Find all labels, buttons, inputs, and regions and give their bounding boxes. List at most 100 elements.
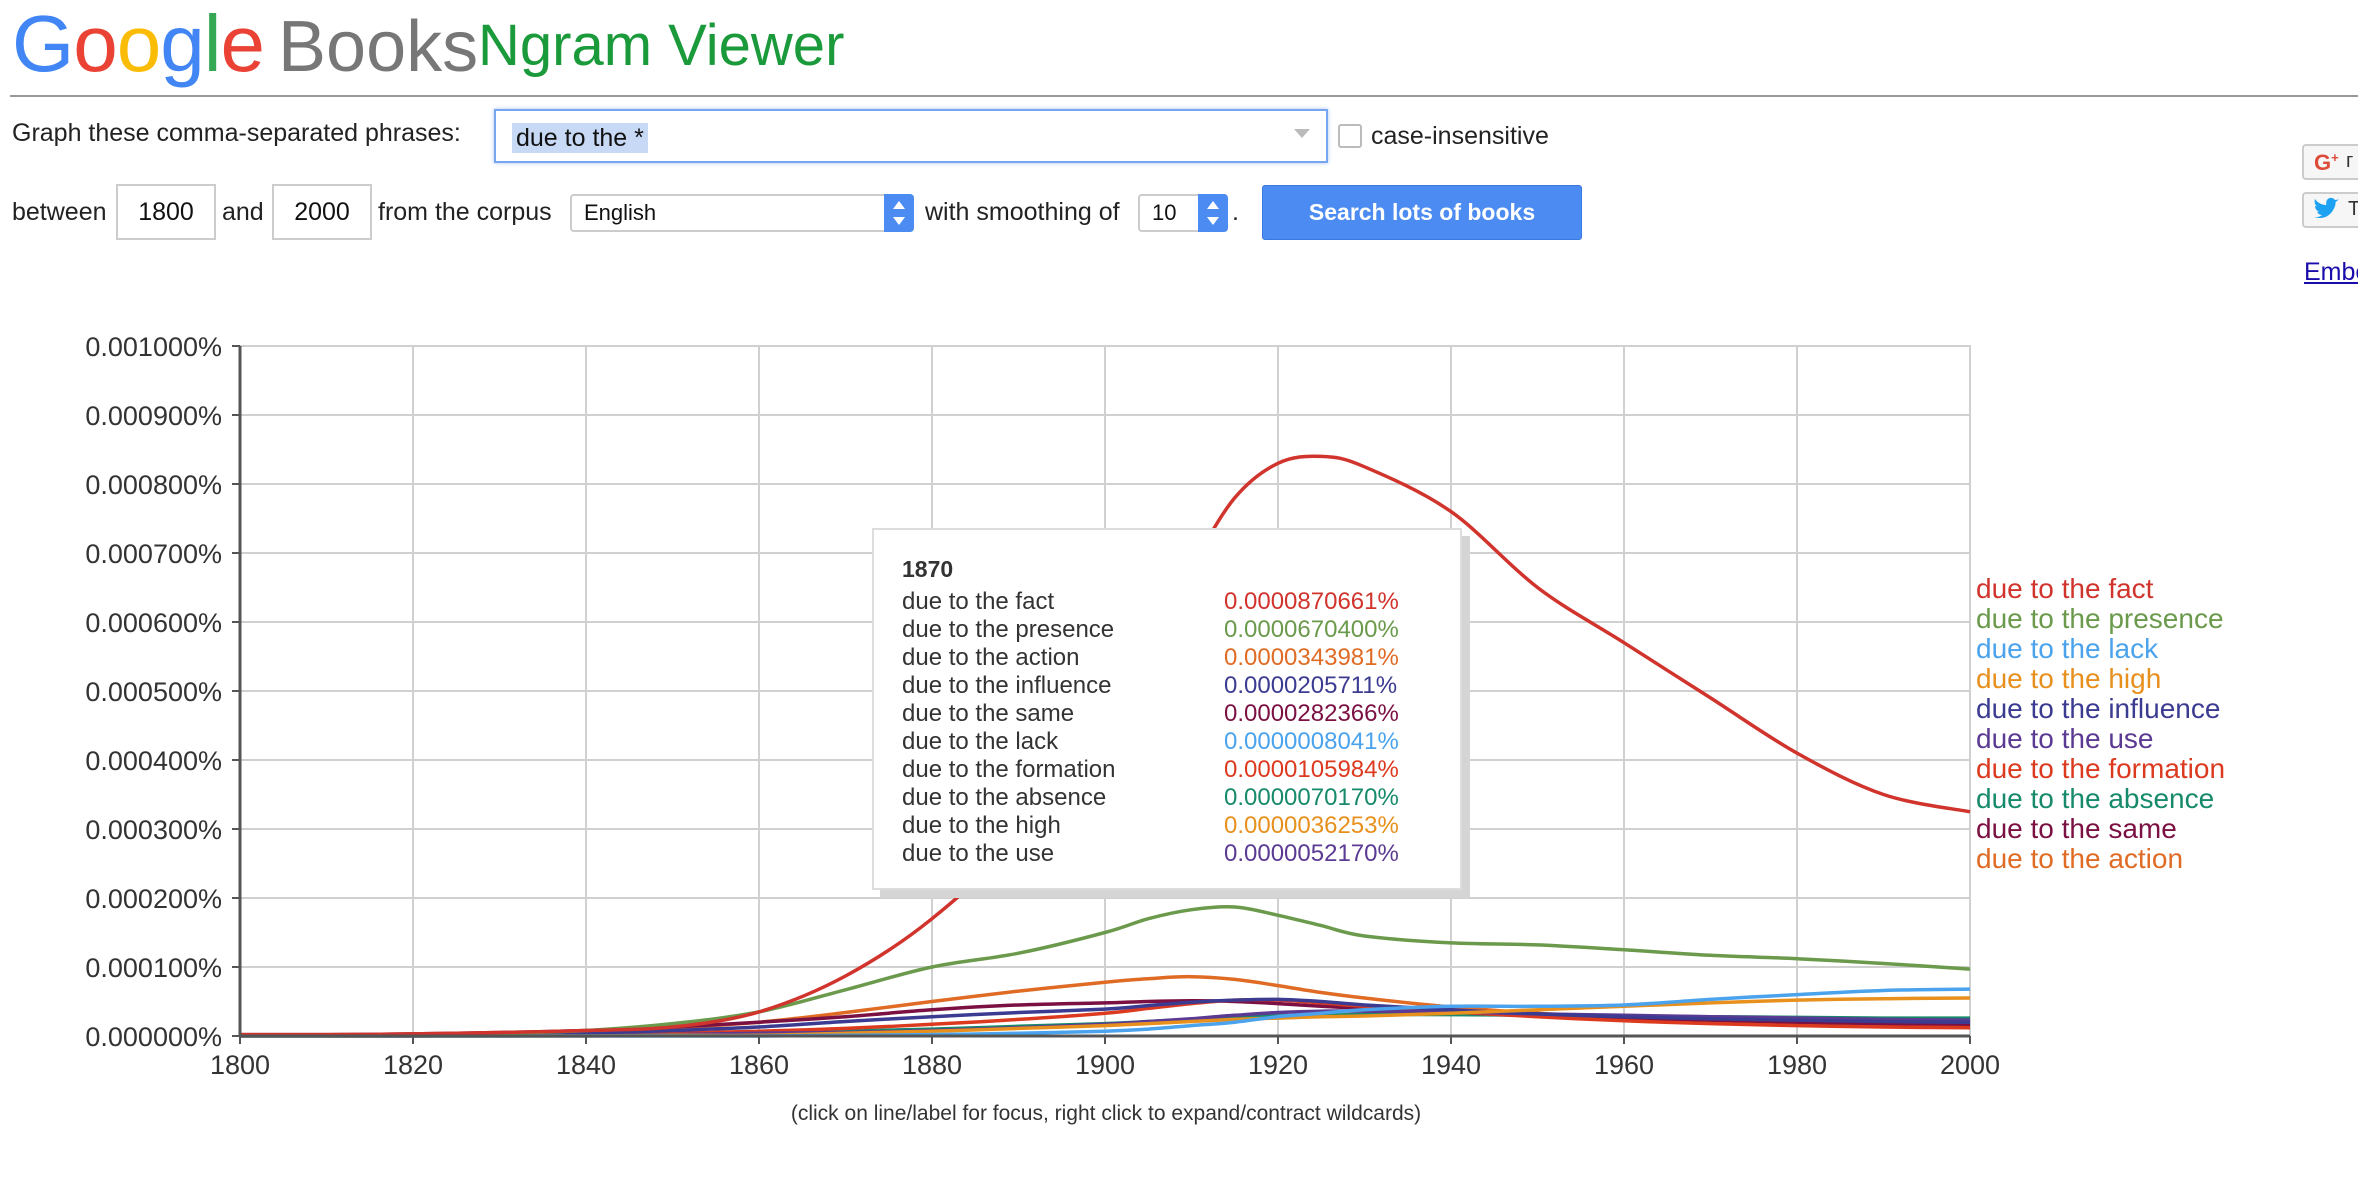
- y-tick-label: 0.000500%: [85, 677, 222, 707]
- tooltip-row-name: due to the lack: [902, 728, 1059, 755]
- y-tick-label: 0.000700%: [85, 539, 222, 569]
- case-insensitive-checkbox[interactable]: [1338, 124, 1362, 148]
- x-tick-label: 1820: [383, 1050, 443, 1080]
- tooltip-row-value: 0.0000070170%: [1224, 784, 1399, 811]
- x-tick-label: 1860: [729, 1050, 789, 1080]
- x-tick-label: 1920: [1248, 1050, 1308, 1080]
- phrase-input-value: due to the *: [512, 123, 648, 153]
- legend-label[interactable]: due to the same: [1976, 813, 2177, 844]
- period-text: .: [1232, 198, 1239, 226]
- hover-tooltip: 1870 due to the fact 0.0000870661% due to …: [872, 528, 1462, 890]
- start-year-input[interactable]: 1800: [116, 184, 216, 240]
- tooltip-row-name: due to the use: [902, 840, 1055, 867]
- tooltip-row-name: due to the formation: [902, 756, 1116, 783]
- x-tick-label: 1800: [210, 1050, 270, 1080]
- tooltip-row-name: due to the fact: [902, 588, 1055, 615]
- corpus-select-value: English: [584, 200, 657, 225]
- x-tick-label: 1960: [1594, 1050, 1654, 1080]
- tooltip-row-value: 0.0000282366%: [1224, 700, 1399, 727]
- tooltip-row-value: 0.0000670400%: [1224, 616, 1399, 643]
- x-tick-label: 1900: [1075, 1050, 1135, 1080]
- tooltip-row-name: due to the high: [902, 812, 1061, 839]
- logo-letter: l: [203, 0, 222, 88]
- y-tick-label: 0.000600%: [85, 608, 222, 638]
- search-button[interactable]: Search lots of books: [1262, 185, 1582, 240]
- tooltip-row-name: due to the absence: [902, 784, 1107, 811]
- legend-label[interactable]: due to the lack: [1976, 633, 2159, 664]
- smoothing-select-value: 10: [1152, 200, 1177, 225]
- series-line[interactable]: [240, 997, 1971, 1038]
- chart-axes: 1800 1820 1840 1860 1880 1900 1920 1940 1960 1980…: [85, 332, 2000, 1080]
- tooltip-row-name: due to the same: [902, 700, 1075, 727]
- tooltip-row-value: 0.0000870661%: [1224, 588, 1399, 615]
- twitter-icon: [2314, 197, 2339, 218]
- logo-letter: o: [116, 0, 161, 88]
- select-arrows-icon[interactable]: [1198, 194, 1228, 232]
- legend-label[interactable]: due to the action: [1976, 843, 2183, 874]
- google-plus-label: г: [2346, 150, 2354, 172]
- legend-label[interactable]: due to the presence: [1976, 603, 2224, 634]
- tooltip-row: due to the action 0.0000343981%: [902, 644, 1442, 672]
- legend-label[interactable]: due to the use: [1976, 723, 2153, 754]
- app-title: Ngram Viewer: [478, 13, 845, 78]
- google-plus-button[interactable]: G+ г: [2302, 144, 2358, 180]
- corpus-select[interactable]: English: [570, 194, 914, 232]
- google-books-logo[interactable]: Google Books: [12, 0, 478, 92]
- tooltip-row-name: due to the influence: [902, 672, 1112, 699]
- tooltip-row: due to the fact 0.0000870661%: [902, 588, 1442, 616]
- corpus-label: from the corpus: [378, 198, 552, 226]
- tooltip-row: due to the high 0.0000036253%: [902, 812, 1442, 840]
- tooltip-row-value: 0.0000205711%: [1224, 672, 1398, 699]
- tooltip-row: due to the lack 0.0000008041%: [902, 728, 1442, 756]
- tooltip-row: due to the use 0.0000052170%: [902, 840, 1442, 868]
- google-plus-icon: G+: [2314, 150, 2339, 175]
- y-tick-label: 0.001000%: [85, 332, 222, 362]
- tooltip-row: due to the absence 0.0000070170%: [902, 784, 1442, 812]
- legend-label[interactable]: due to the formation: [1976, 753, 2225, 784]
- tooltip-row: due to the influence 0.0000205711%: [902, 672, 1442, 700]
- tooltip-row: due to the formation 0.0000105984%: [902, 756, 1442, 784]
- legend-label[interactable]: due to the influence: [1976, 693, 2220, 724]
- tooltip-row-value: 0.0000052170%: [1224, 840, 1399, 867]
- y-tick-label: 0.000200%: [85, 884, 222, 914]
- header-divider: [10, 95, 2358, 97]
- dropdown-arrow-icon[interactable]: [1294, 129, 1310, 138]
- chart-instructions: (click on line/label for focus, right cl…: [790, 1102, 1422, 1125]
- case-insensitive-label[interactable]: case-insensitive: [1371, 122, 1549, 150]
- legend-label[interactable]: due to the fact: [1976, 573, 2154, 604]
- and-label: and: [222, 198, 264, 226]
- tooltip-row-name: due to the presence: [902, 616, 1115, 643]
- smoothing-select[interactable]: 10: [1138, 194, 1228, 232]
- y-tick-label: 0.000300%: [85, 815, 222, 845]
- tooltip-row: due to the same 0.0000282366%: [902, 700, 1442, 728]
- legend-label[interactable]: due to the absence: [1976, 783, 2214, 814]
- tooltip-row-value: 0.0000343981%: [1224, 644, 1399, 671]
- twitter-label: T: [2348, 198, 2358, 220]
- end-year-input[interactable]: 2000: [272, 184, 372, 240]
- tooltip-row-value: 0.0000036253%: [1224, 812, 1399, 839]
- smoothing-label: with smoothing of: [925, 198, 1120, 226]
- twitter-button[interactable]: T: [2302, 192, 2358, 228]
- y-tick-label: 0.000000%: [85, 1022, 222, 1052]
- x-tick-label: 2000: [1940, 1050, 2000, 1080]
- logo-letter: G: [12, 0, 74, 88]
- logo-books: Books: [278, 7, 479, 87]
- logo-letter: g: [160, 0, 204, 88]
- select-arrows-icon[interactable]: [884, 194, 914, 232]
- between-label: between: [12, 198, 107, 226]
- y-tick-label: 0.000800%: [85, 470, 222, 500]
- tooltip-row-value: 0.0000008041%: [1224, 728, 1399, 755]
- x-tick-label: 1840: [556, 1050, 616, 1080]
- y-tick-label: 0.000100%: [85, 953, 222, 983]
- ngram-chart[interactable]: 1800 1820 1840 1860 1880 1900 1920 1940 1960 1980…: [0, 300, 2358, 1090]
- tooltip-row-value: 0.0000105984%: [1224, 756, 1399, 783]
- legend-label[interactable]: due to the high: [1976, 663, 2161, 694]
- logo-letter: o: [73, 0, 117, 88]
- embed-chart-link[interactable]: Embe: [2304, 258, 2358, 286]
- x-tick-label: 1980: [1767, 1050, 1827, 1080]
- tooltip-row-name: due to the action: [902, 644, 1080, 671]
- y-tick-label: 0.000900%: [85, 401, 222, 431]
- phrase-input[interactable]: due to the *: [494, 109, 1328, 163]
- tooltip-row: due to the presence 0.0000670400%: [902, 616, 1442, 644]
